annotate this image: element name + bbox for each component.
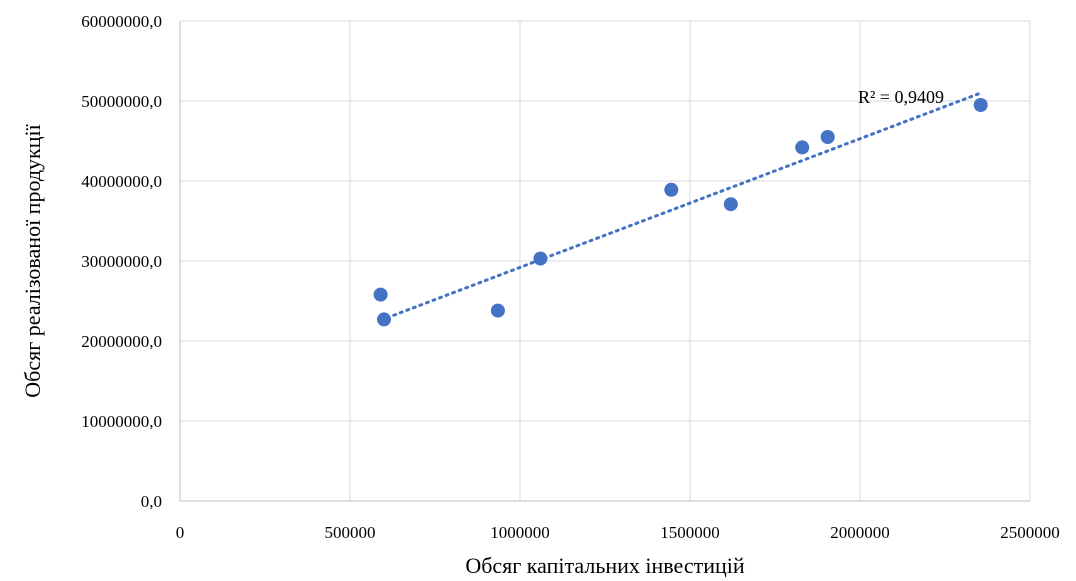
y-tick-label: 50000000,0 [81,92,162,111]
y-tick-label: 0,0 [141,492,162,511]
x-tick-label: 500000 [325,523,376,542]
data-point [795,140,810,155]
data-point [973,98,988,112]
data-point [664,182,679,197]
y-axis-title: Обсяг реалізованої продукції [20,123,45,397]
y-tick-label: 30000000,0 [81,252,162,271]
x-tick-label: 2500000 [1000,523,1060,542]
tick-labels: 0,0 10000000,0 20000000,0 30000000,0 4000000… [81,12,1060,542]
y-tick-label: 20000000,0 [81,332,162,351]
x-tick-label: 1000000 [490,523,550,542]
r-squared-annotation: R² = 0,9409 [858,87,944,107]
trendline-group [379,91,983,322]
x-tick-label: 1500000 [660,523,720,542]
x-tick-label: 2000000 [830,523,890,542]
y-tick-label: 10000000,0 [81,412,162,431]
y-tick-label: 40000000,0 [81,172,162,191]
data-point [373,287,388,302]
x-axis-title: Обсяг капітальних інвестицій [465,553,745,578]
x-tick-label: 0 [176,523,185,542]
axes [179,21,1030,502]
grid [180,20,1031,501]
data-point [377,312,391,327]
data-point [820,130,835,144]
data-points [373,98,988,327]
trendline [379,91,983,322]
y-tick-label: 60000000,0 [81,12,162,31]
data-point [533,251,548,266]
data-point [723,197,738,212]
data-point [490,303,505,318]
